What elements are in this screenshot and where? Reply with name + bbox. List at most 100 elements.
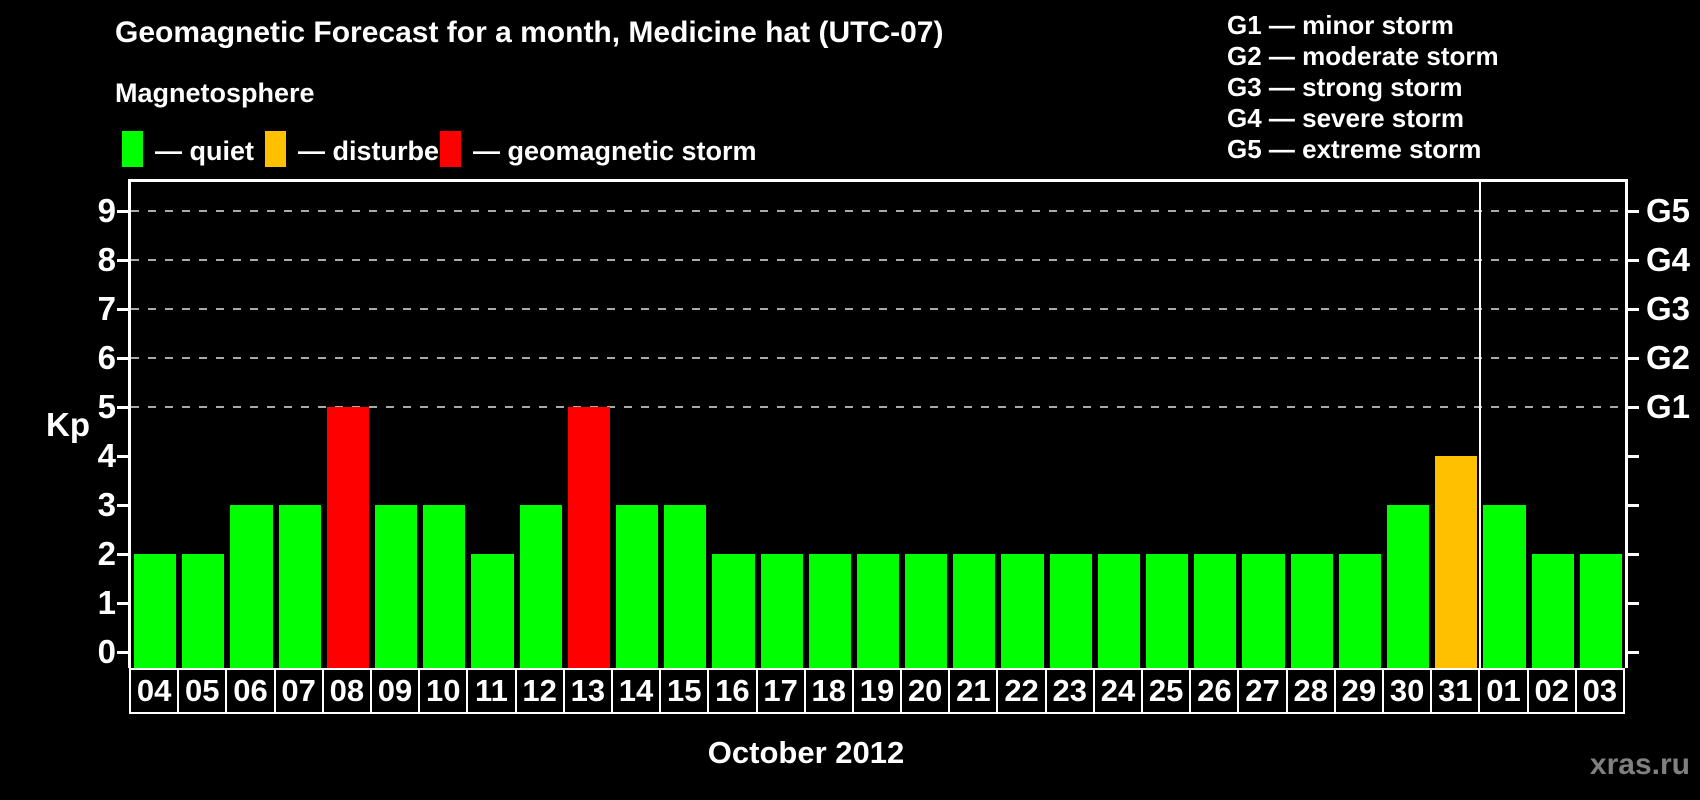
kp-bar-20	[905, 554, 948, 668]
date-cell-05: 05	[177, 668, 228, 714]
kp-bar-12	[519, 505, 562, 668]
gridline-kp-7	[131, 308, 1625, 310]
kp-bar-01	[1483, 505, 1526, 668]
y-tick-left	[117, 308, 128, 311]
date-cell-08: 08	[321, 668, 372, 714]
date-cell-07: 07	[273, 668, 324, 714]
gridline-kp-6	[131, 357, 1625, 359]
g-scale-line: G5 — extreme storm	[1227, 134, 1482, 164]
date-cell-06: 06	[225, 668, 276, 714]
kp-bar-18	[808, 554, 851, 668]
date-cell-13: 13	[562, 668, 613, 714]
date-cell-10: 10	[418, 668, 469, 714]
g-scale-legend: G1 — minor storm G2 — moderate storm G3 — …	[1227, 10, 1499, 165]
y-tick-left	[117, 553, 128, 556]
kp-bar-17	[760, 554, 803, 668]
y-tick-label: 8	[97, 241, 116, 278]
y-tick-label: 0	[97, 633, 116, 670]
kp-bar-03	[1579, 554, 1622, 668]
kp-bar-22	[1001, 554, 1044, 668]
y-tick-label: 3	[97, 486, 116, 523]
legend-label-quiet: — quiet	[155, 136, 254, 166]
date-cell-28: 28	[1285, 668, 1336, 714]
date-cell-21: 21	[948, 668, 999, 714]
kp-bar-08	[326, 407, 369, 668]
date-cell-12: 12	[514, 668, 565, 714]
y-tick-right	[1628, 651, 1639, 654]
date-cell-27: 27	[1237, 668, 1288, 714]
month-separator	[1479, 182, 1482, 668]
gridline-kp-9	[131, 210, 1625, 212]
gridline-kp-8	[131, 259, 1625, 261]
chart-subtitle: Magnetosphere	[115, 78, 315, 108]
chart-title: Geomagnetic Forecast for a month, Medici…	[115, 16, 944, 49]
g-level-label-G2: G2	[1646, 339, 1691, 376]
y-tick-left	[117, 357, 128, 360]
date-cell-22: 22	[996, 668, 1047, 714]
y-tick-label: 7	[97, 290, 116, 327]
gridline-kp-5	[131, 406, 1625, 408]
g-level-label-G4: G4	[1646, 241, 1691, 278]
y-tick-right	[1628, 259, 1639, 262]
y-tick-left	[117, 602, 128, 605]
kp-bar-13	[567, 407, 610, 668]
y-tick-left	[117, 455, 128, 458]
y-tick-right	[1628, 406, 1639, 409]
g-level-label-G1: G1	[1646, 388, 1691, 425]
kp-bar-24	[1097, 554, 1141, 668]
y-tick-left	[117, 406, 128, 409]
y-tick-label: 2	[97, 535, 116, 572]
g-level-label-G3: G3	[1646, 290, 1691, 327]
kp-bar-19	[856, 554, 900, 668]
y-tick-label: 4	[97, 437, 116, 474]
g-scale-line: G4 — severe storm	[1227, 103, 1465, 133]
date-cell-03: 03	[1574, 668, 1625, 714]
date-cell-23: 23	[1044, 668, 1095, 714]
legend-label-disturbed: — disturbed	[298, 136, 456, 166]
kp-bar-10	[423, 505, 466, 668]
g-scale-line: G3 — strong storm	[1227, 72, 1463, 102]
y-tick-right	[1628, 553, 1639, 556]
kp-bar-16	[712, 554, 755, 668]
legend-swatch-disturbed	[265, 131, 286, 167]
date-cell-02: 02	[1526, 668, 1577, 714]
date-cell-01: 01	[1478, 668, 1529, 714]
kp-bar-06	[230, 505, 273, 668]
kp-bar-23	[1049, 554, 1092, 668]
date-cell-11: 11	[466, 668, 517, 714]
y-tick-label: 1	[97, 584, 116, 621]
watermark: xras.ru	[1589, 748, 1690, 781]
date-cell-18: 18	[803, 668, 854, 714]
date-cell-20: 20	[900, 668, 951, 714]
g-scale-line: G1 — minor storm	[1227, 10, 1454, 40]
kp-bar-05	[182, 554, 225, 668]
date-cell-19: 19	[851, 668, 903, 714]
g-scale-line: G2 — moderate storm	[1227, 41, 1499, 71]
legend-swatch-storm	[440, 131, 461, 167]
date-cell-16: 16	[707, 668, 758, 714]
kp-bar-25	[1146, 554, 1189, 668]
date-cell-30: 30	[1382, 668, 1433, 714]
y-tick-left	[117, 259, 128, 262]
date-cell-29: 29	[1333, 668, 1385, 714]
kp-bar-31	[1435, 456, 1478, 668]
y-tick-left	[117, 651, 128, 654]
y-tick-left	[117, 504, 128, 507]
kp-bar-11	[471, 554, 514, 668]
y-tick-right	[1628, 210, 1639, 213]
kp-bar-15	[664, 505, 707, 668]
date-cell-24: 24	[1092, 668, 1144, 714]
y-tick-right	[1628, 455, 1639, 458]
date-cell-14: 14	[610, 668, 662, 714]
y-tick-label: 6	[97, 339, 116, 376]
kp-bar-14	[615, 505, 659, 668]
y-tick-left	[117, 210, 128, 213]
kp-axis-title: Kp	[46, 406, 90, 443]
date-cell-31: 31	[1430, 668, 1481, 714]
kp-bar-26	[1194, 554, 1237, 668]
g-level-label-G5: G5	[1646, 192, 1691, 229]
kp-bar-21	[953, 554, 996, 668]
kp-bar-04	[134, 554, 177, 668]
kp-bar-30	[1387, 505, 1430, 668]
date-cell-15: 15	[659, 668, 710, 714]
